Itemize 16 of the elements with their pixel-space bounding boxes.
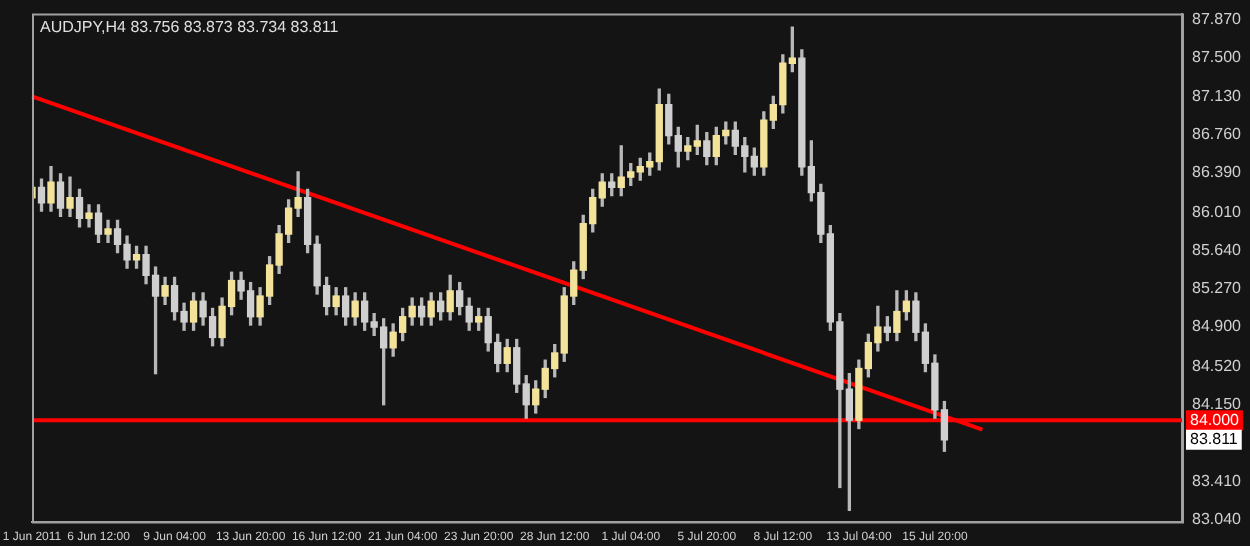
y-tick-label: 84.900 — [1192, 317, 1243, 336]
y-tick-label: 86.010 — [1192, 202, 1243, 221]
y-tick-label: 84.520 — [1192, 356, 1243, 375]
y-tick-label: 85.640 — [1192, 240, 1243, 259]
y-tick-label: 87.130 — [1192, 86, 1243, 105]
y-tick-label: 87.870 — [1192, 10, 1243, 29]
y-tick-label: 84.150 — [1192, 395, 1243, 414]
y-tick-label: 85.270 — [1192, 279, 1243, 298]
ref-line-label: 84.000 — [1190, 410, 1241, 429]
y-tick-label: 87.500 — [1192, 48, 1243, 67]
y-tick-label: 86.390 — [1192, 163, 1243, 182]
y-tick-label: 83.040 — [1192, 509, 1243, 528]
annotation: 83.811 — [1190, 430, 1239, 449]
chart-title: AUDJPY,H4 83.756 83.873 83.734 83.811 — [40, 18, 340, 37]
y-tick-label: 83.410 — [1192, 471, 1243, 490]
y-tick-label: 86.760 — [1192, 125, 1243, 144]
